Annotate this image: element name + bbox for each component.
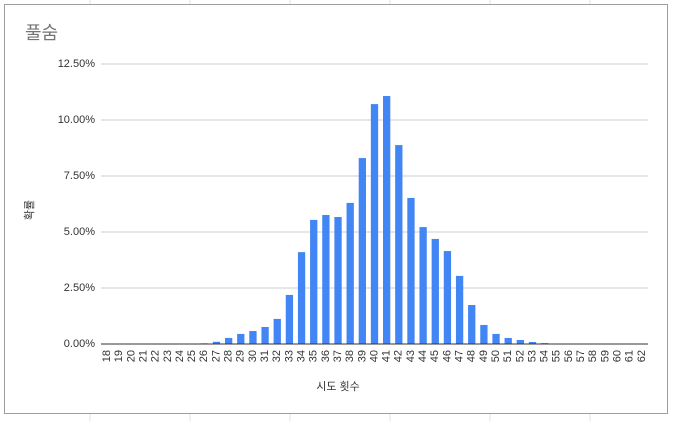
y-tick-label: 7.50% bbox=[64, 170, 95, 182]
x-tick-label: 58 bbox=[587, 350, 599, 362]
y-tick-label: 10.00% bbox=[58, 114, 96, 126]
bar bbox=[407, 197, 415, 344]
x-tick-label: 37 bbox=[332, 350, 344, 362]
x-tick-label: 57 bbox=[575, 350, 587, 362]
x-tick-label: 31 bbox=[259, 350, 271, 362]
x-tick-label: 53 bbox=[526, 350, 538, 362]
bar bbox=[383, 96, 391, 344]
bar bbox=[358, 158, 366, 344]
x-tick-label: 62 bbox=[636, 350, 648, 362]
x-tick-label: 34 bbox=[295, 350, 307, 362]
x-tick-label: 43 bbox=[405, 350, 417, 362]
bar bbox=[528, 341, 537, 344]
x-tick-label: 59 bbox=[599, 350, 611, 362]
x-tick-label: 61 bbox=[624, 350, 636, 362]
x-tick-label: 36 bbox=[320, 350, 332, 362]
x-tick-label: 54 bbox=[539, 350, 551, 362]
x-tick-label: 56 bbox=[563, 350, 575, 362]
y-axis-label: 확률 bbox=[23, 200, 36, 220]
x-tick-label: 51 bbox=[502, 350, 514, 362]
x-tick-label: 38 bbox=[344, 350, 356, 362]
bar bbox=[455, 275, 464, 344]
x-tick-label: 29 bbox=[235, 350, 247, 362]
bar bbox=[395, 145, 403, 344]
x-tick-label: 24 bbox=[174, 350, 186, 362]
x-tick-label: 21 bbox=[137, 350, 149, 362]
bar bbox=[346, 202, 354, 344]
y-tick-label: 2.50% bbox=[64, 282, 95, 294]
x-tick-label: 26 bbox=[198, 350, 210, 362]
x-tick-label: 42 bbox=[393, 350, 405, 362]
x-tick-label: 23 bbox=[162, 350, 174, 362]
bar bbox=[297, 252, 306, 344]
x-axis-label: 시도 횟수 bbox=[316, 380, 360, 393]
y-tick-label: 0.00% bbox=[64, 338, 95, 350]
x-tick-label: 55 bbox=[551, 350, 563, 362]
bar bbox=[224, 337, 233, 344]
bar bbox=[443, 251, 452, 344]
x-tick-label: 40 bbox=[368, 350, 380, 362]
x-tick-label: 46 bbox=[441, 350, 453, 362]
x-tick-label: 32 bbox=[271, 350, 283, 362]
x-tick-label: 30 bbox=[247, 350, 259, 362]
bar bbox=[212, 341, 221, 344]
x-tick-label: 44 bbox=[417, 350, 429, 362]
y-tick-label: 12.50% bbox=[58, 58, 96, 70]
x-tick-label: 60 bbox=[612, 350, 624, 362]
x-tick-label: 48 bbox=[466, 350, 478, 362]
x-tick-label: 45 bbox=[429, 350, 441, 362]
x-tick-label: 47 bbox=[453, 350, 465, 362]
x-tick-label: 35 bbox=[308, 350, 320, 362]
bar bbox=[322, 214, 330, 344]
bar bbox=[516, 339, 525, 344]
bar bbox=[285, 294, 294, 344]
x-tick-label: 41 bbox=[381, 350, 393, 362]
x-tick-label: 27 bbox=[210, 350, 222, 362]
bar bbox=[261, 326, 269, 344]
chart-frame bbox=[4, 4, 668, 414]
x-tick-label: 28 bbox=[223, 350, 235, 362]
x-tick-label: 50 bbox=[490, 350, 502, 362]
bar bbox=[504, 337, 512, 344]
bar bbox=[273, 318, 281, 344]
bar bbox=[480, 324, 488, 344]
bar bbox=[492, 333, 500, 344]
x-tick-label: 20 bbox=[125, 350, 137, 362]
bar bbox=[237, 333, 245, 344]
x-tick-label: 18 bbox=[101, 350, 113, 362]
bar bbox=[431, 238, 439, 344]
bar bbox=[249, 331, 257, 344]
x-tick-label: 49 bbox=[478, 350, 490, 362]
x-tick-label: 19 bbox=[113, 350, 125, 362]
x-tick-label: 22 bbox=[150, 350, 162, 362]
x-tick-label: 52 bbox=[514, 350, 526, 362]
bar bbox=[419, 227, 427, 344]
bar bbox=[310, 219, 318, 344]
bar bbox=[334, 216, 342, 344]
bar bbox=[468, 305, 476, 344]
chart-title: 풀숨 bbox=[25, 23, 58, 43]
bar bbox=[370, 104, 379, 344]
x-tick-label: 33 bbox=[283, 350, 295, 362]
x-tick-label: 25 bbox=[186, 350, 198, 362]
x-tick-label: 39 bbox=[356, 350, 368, 362]
y-tick-label: 5.00% bbox=[64, 226, 95, 238]
